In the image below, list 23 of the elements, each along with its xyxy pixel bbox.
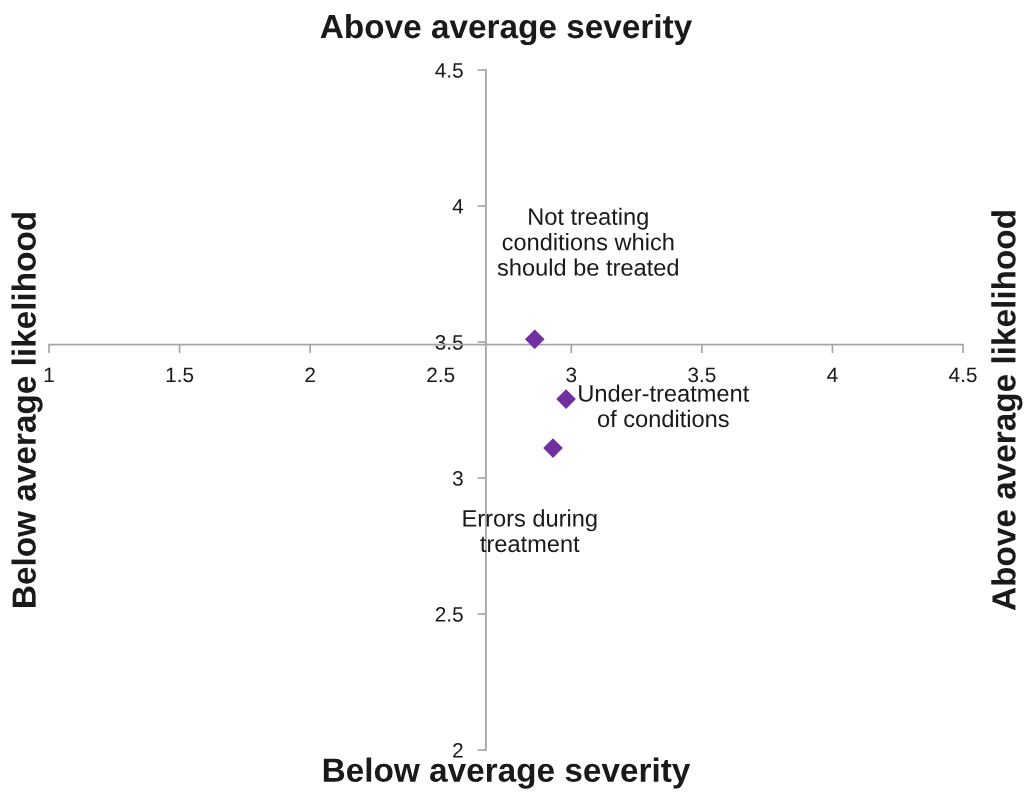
x-tick-label: 1 bbox=[44, 367, 54, 383]
point bbox=[524, 329, 545, 350]
y-tick-label: 4 bbox=[452, 199, 464, 214]
x-tick-label: 3 bbox=[566, 367, 577, 383]
y-axis-title: Below average likelihood bbox=[11, 213, 43, 607]
annotation: Errors during treatment bbox=[463, 509, 597, 553]
point bbox=[556, 389, 576, 409]
y-tick-label: 3.5 bbox=[435, 335, 463, 350]
annotation: Not treating conditions which should be treated bbox=[497, 207, 678, 276]
x-tick-label: 4 bbox=[827, 367, 838, 383]
x-tick-label: 4.5 bbox=[949, 367, 977, 383]
y-tick-label: 2 bbox=[453, 743, 463, 758]
y2-axis-title: Above average likelihood bbox=[991, 211, 1023, 611]
x-tick-label: 2 bbox=[305, 367, 315, 383]
y-tick-label: 2.5 bbox=[435, 607, 463, 622]
y-tick-label: 4.5 bbox=[435, 63, 463, 78]
x-tick-label: 1.5 bbox=[166, 367, 194, 383]
x-axis-title: Below average severity bbox=[323, 757, 691, 789]
y-tick-label: 3 bbox=[452, 471, 463, 486]
x-tick-label: 3.5 bbox=[688, 367, 716, 383]
chart-title: Above average severity bbox=[320, 13, 693, 46]
annotation: Under-treatment of conditions bbox=[579, 384, 750, 428]
point bbox=[543, 438, 563, 458]
